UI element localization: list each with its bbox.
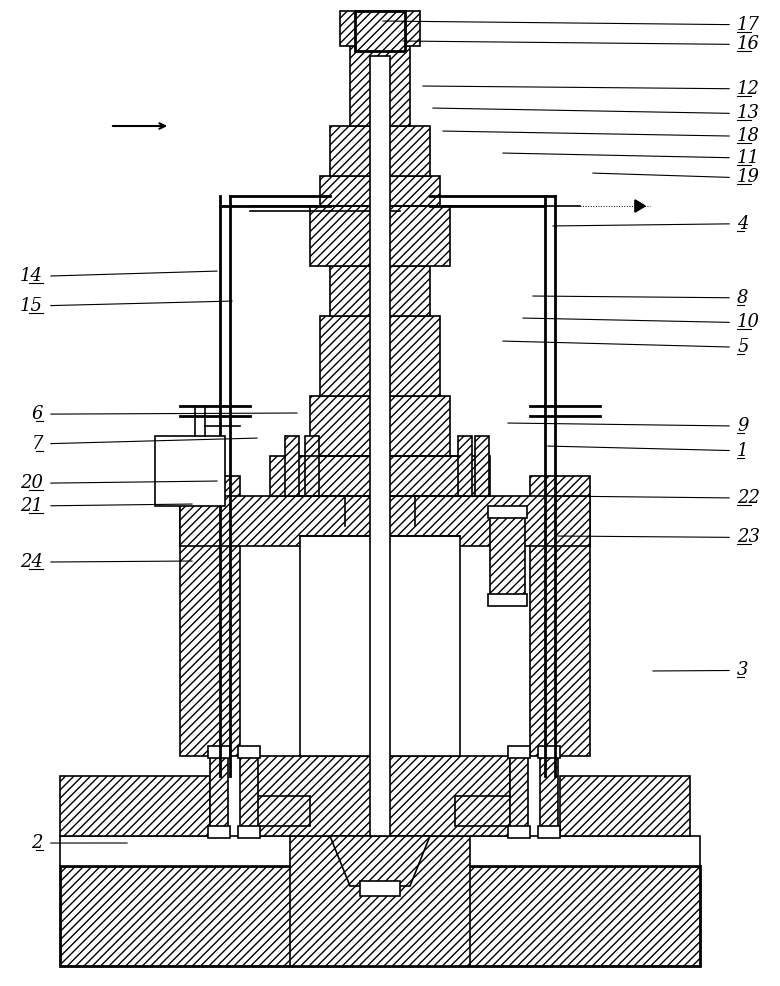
Text: 21: 21 — [20, 497, 43, 515]
Bar — [508, 826, 530, 838]
Text: 17: 17 — [737, 16, 760, 34]
Bar — [508, 746, 530, 758]
Bar — [370, 56, 390, 836]
Text: 14: 14 — [20, 267, 43, 285]
Polygon shape — [635, 200, 645, 212]
Text: 13: 13 — [737, 105, 760, 122]
Bar — [355, 11, 405, 51]
Bar — [300, 536, 460, 756]
Bar — [458, 436, 472, 496]
Bar — [290, 836, 470, 966]
Bar — [490, 516, 525, 596]
Bar — [510, 751, 528, 831]
Bar — [488, 506, 527, 518]
Bar — [250, 756, 510, 836]
Text: 16: 16 — [737, 35, 760, 53]
Bar — [305, 436, 319, 496]
Bar — [530, 476, 590, 756]
Text: 24: 24 — [20, 553, 43, 571]
Bar — [60, 836, 700, 866]
Text: 11: 11 — [737, 149, 760, 167]
Bar — [238, 746, 260, 758]
Bar — [540, 751, 558, 831]
Text: 10: 10 — [737, 314, 760, 331]
Bar — [60, 866, 700, 966]
Text: 1: 1 — [737, 442, 749, 459]
Bar — [60, 776, 210, 836]
Text: 15: 15 — [20, 297, 43, 315]
Text: 19: 19 — [737, 169, 760, 186]
Bar — [310, 396, 450, 456]
Bar — [310, 206, 450, 266]
Bar — [340, 11, 420, 46]
Text: 18: 18 — [737, 127, 760, 145]
Bar — [320, 316, 440, 396]
Bar — [208, 746, 230, 758]
Bar — [560, 776, 690, 836]
Bar — [238, 826, 260, 838]
Bar — [155, 436, 225, 506]
Text: 8: 8 — [737, 289, 749, 307]
Bar — [350, 46, 410, 126]
Text: 9: 9 — [737, 417, 749, 435]
Bar — [330, 126, 430, 176]
Text: 23: 23 — [737, 528, 760, 546]
Bar — [208, 826, 230, 838]
Bar — [270, 456, 490, 496]
Text: 5: 5 — [737, 338, 749, 356]
Bar — [180, 496, 590, 546]
Bar — [538, 746, 560, 758]
Bar — [475, 436, 489, 496]
Polygon shape — [330, 836, 430, 886]
Bar — [360, 881, 400, 896]
Bar — [180, 476, 240, 756]
Bar — [330, 266, 430, 316]
Text: 4: 4 — [737, 215, 749, 233]
Text: 12: 12 — [737, 80, 760, 98]
Text: 20: 20 — [20, 474, 43, 492]
Bar — [210, 751, 228, 831]
Bar — [320, 176, 440, 206]
Bar — [538, 826, 560, 838]
Text: 3: 3 — [737, 662, 749, 679]
Text: 6: 6 — [31, 405, 43, 423]
Text: 22: 22 — [737, 489, 760, 507]
Text: 7: 7 — [31, 435, 43, 453]
Bar — [285, 436, 299, 496]
Bar — [255, 796, 310, 826]
Bar — [488, 594, 527, 606]
Bar — [240, 751, 258, 831]
Text: 2: 2 — [31, 834, 43, 852]
Bar — [455, 796, 510, 826]
